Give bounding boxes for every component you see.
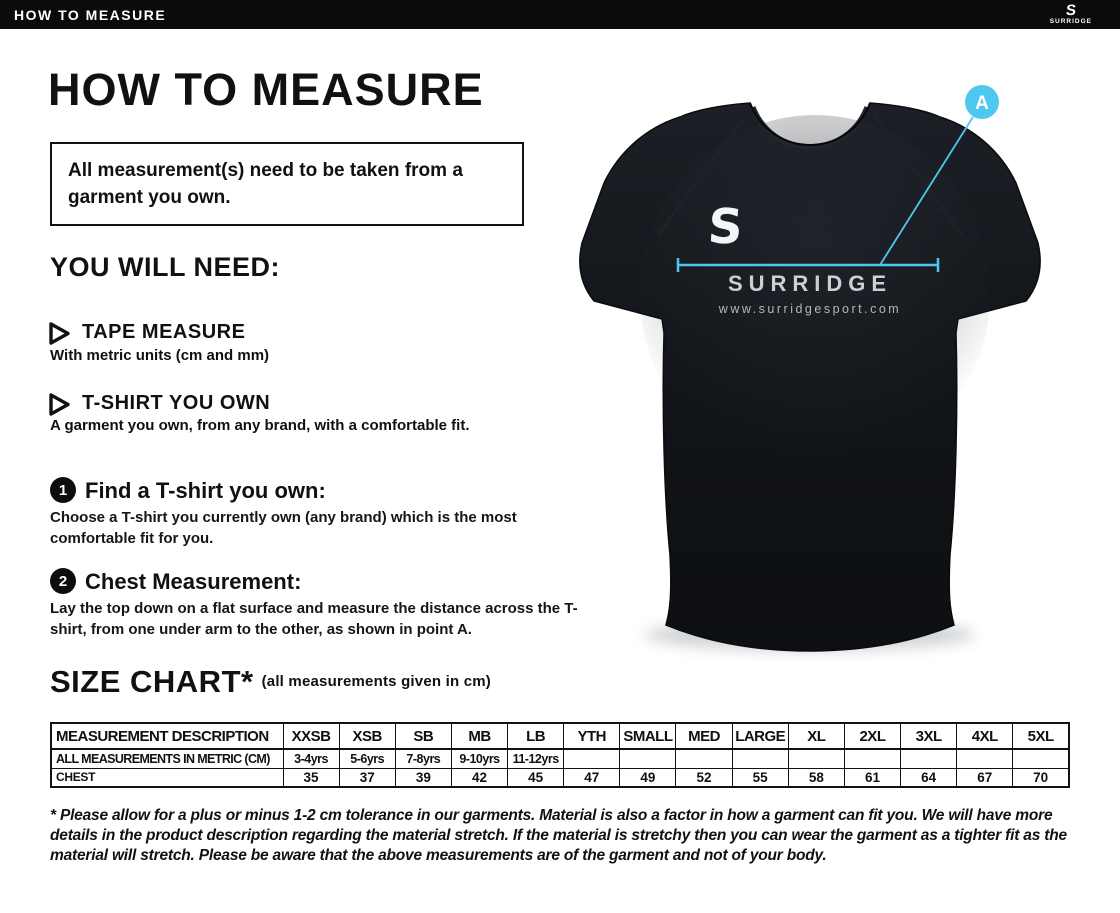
cell-value: 35: [282, 767, 340, 788]
cell-value: 49: [619, 767, 677, 788]
shirt-seam-right: [872, 114, 964, 236]
cell-value: 39: [394, 767, 452, 788]
tshirt-graphic: S A SURRIDGE www.surridgesport.com: [579, 85, 1041, 652]
shirt-highlight: [640, 115, 990, 475]
col-header-size: 3XL: [900, 722, 958, 750]
cell-value: 3-4yrs: [282, 748, 340, 769]
cell-value: 52: [675, 767, 733, 788]
col-header-size: SB: [394, 722, 452, 750]
size-chart-title: SIZE CHART*: [50, 664, 254, 699]
cell-value: [1012, 748, 1070, 769]
row-label: ALL MEASUREMENTS IN METRIC (CM): [50, 748, 284, 769]
cell-value: [675, 748, 733, 769]
marker-a-label: A: [975, 93, 989, 114]
play-triangle-icon: [49, 322, 70, 345]
cell-value: [843, 748, 902, 769]
step-1-desc: Choose a T-shirt you currently own (any …: [50, 509, 517, 547]
top-bar: HOW TO MEASURE S SURRIDGE: [0, 0, 1120, 29]
col-header-size: LB: [507, 722, 565, 750]
step-2-title: Chest Measurement:: [85, 569, 302, 594]
col-header-size: XL: [787, 722, 845, 750]
marker-callout-line: [879, 116, 974, 266]
cell-value: 11-12yrs: [507, 748, 565, 769]
col-header-size: XXSB: [282, 722, 340, 750]
row-label: CHEST: [50, 767, 284, 788]
size-chart-heading: SIZE CHART* (all measurements given in cm…: [50, 664, 491, 700]
marker-a-circle: [965, 85, 999, 119]
cell-value: 47: [563, 767, 621, 788]
surridge-logo: S SURRIDGE: [1049, 2, 1092, 26]
cell-value: [900, 748, 958, 769]
cell-value: [787, 748, 845, 769]
shirt-seam-left: [656, 114, 748, 236]
col-header-size: YTH: [563, 722, 621, 750]
cell-value: 7-8yrs: [394, 748, 452, 769]
col-header-description: MEASUREMENT DESCRIPTION: [50, 722, 284, 750]
col-header-size: SMALL: [619, 722, 677, 750]
cell-value: [731, 748, 789, 769]
cell-value: 45: [507, 767, 565, 788]
cell-value: 5-6yrs: [338, 748, 396, 769]
need-item-tshirt-desc: A garment you own, from any brand, with …: [50, 417, 470, 434]
you-will-need-heading: YOU WILL NEED:: [50, 252, 281, 282]
cell-value: 55: [731, 767, 789, 788]
table-row: ALL MEASUREMENTS IN METRIC (CM) 3-4yrs 5-6…: [50, 748, 1070, 769]
col-header-size: 5XL: [1012, 722, 1070, 750]
col-header-size: 2XL: [843, 722, 902, 750]
shirt-brand-text: SURRIDGE: [728, 271, 892, 296]
step-1-title: Find a T-shirt you own:: [85, 478, 326, 503]
col-header-size: MB: [450, 722, 509, 750]
cell-value: 61: [843, 767, 902, 788]
table-row: CHEST 35 37 39 42 45 47 49 52 55 58 61 64 67 70: [50, 767, 1070, 788]
step-2-badge: 2: [50, 568, 76, 594]
col-header-size: MED: [675, 722, 733, 750]
cell-value: 58: [787, 767, 845, 788]
cell-value: 70: [1012, 767, 1070, 788]
top-bar-title: HOW TO MEASURE: [14, 6, 167, 23]
surridge-logo-word: SURRIDGE: [1049, 18, 1092, 26]
step-1-badge: 1: [50, 477, 76, 503]
need-item-tshirt: T-SHIRT YOU OWN: [82, 392, 271, 414]
shirt-collar-edge: [749, 102, 871, 147]
shirt-website-text: www.surridgesport.com: [718, 302, 901, 316]
cell-value: [563, 748, 621, 769]
page-title: HOW TO MEASURE: [48, 64, 484, 115]
col-header-size: LARGE: [731, 722, 789, 750]
need-item-tape-measure-desc: With metric units (cm and mm): [50, 347, 270, 364]
play-triangle-icon: [49, 393, 70, 416]
tshirt-illustration: S A SURRIDGE www.surridgesport.com: [560, 75, 1070, 675]
cell-value: 9-10yrs: [450, 748, 509, 769]
cell-value: [956, 748, 1014, 769]
size-chart-subtitle: (all measurements given in cm): [261, 673, 491, 690]
size-chart-table: MEASUREMENT DESCRIPTION XXSB XSB SB MB LB YTH S…: [50, 722, 1070, 788]
cell-value: 37: [338, 767, 396, 788]
shirt-chest-logo-s: S: [706, 199, 744, 255]
step-2-desc: Lay the top down on a flat surface and m…: [50, 600, 578, 638]
cell-value: 64: [900, 767, 958, 788]
cell-value: 67: [956, 767, 1014, 788]
surridge-s-icon: S: [1064, 2, 1077, 20]
col-header-size: 4XL: [956, 722, 1014, 750]
tolerance-footnote: * Please allow for a plus or minus 1-2 c…: [50, 807, 1067, 864]
need-item-tape-measure: TAPE MEASURE: [82, 321, 246, 343]
col-header-size: XSB: [338, 722, 396, 750]
cell-value: [619, 748, 677, 769]
measurement-notice: All measurement(s) need to be taken from…: [50, 142, 524, 226]
cell-value: 42: [450, 767, 509, 788]
